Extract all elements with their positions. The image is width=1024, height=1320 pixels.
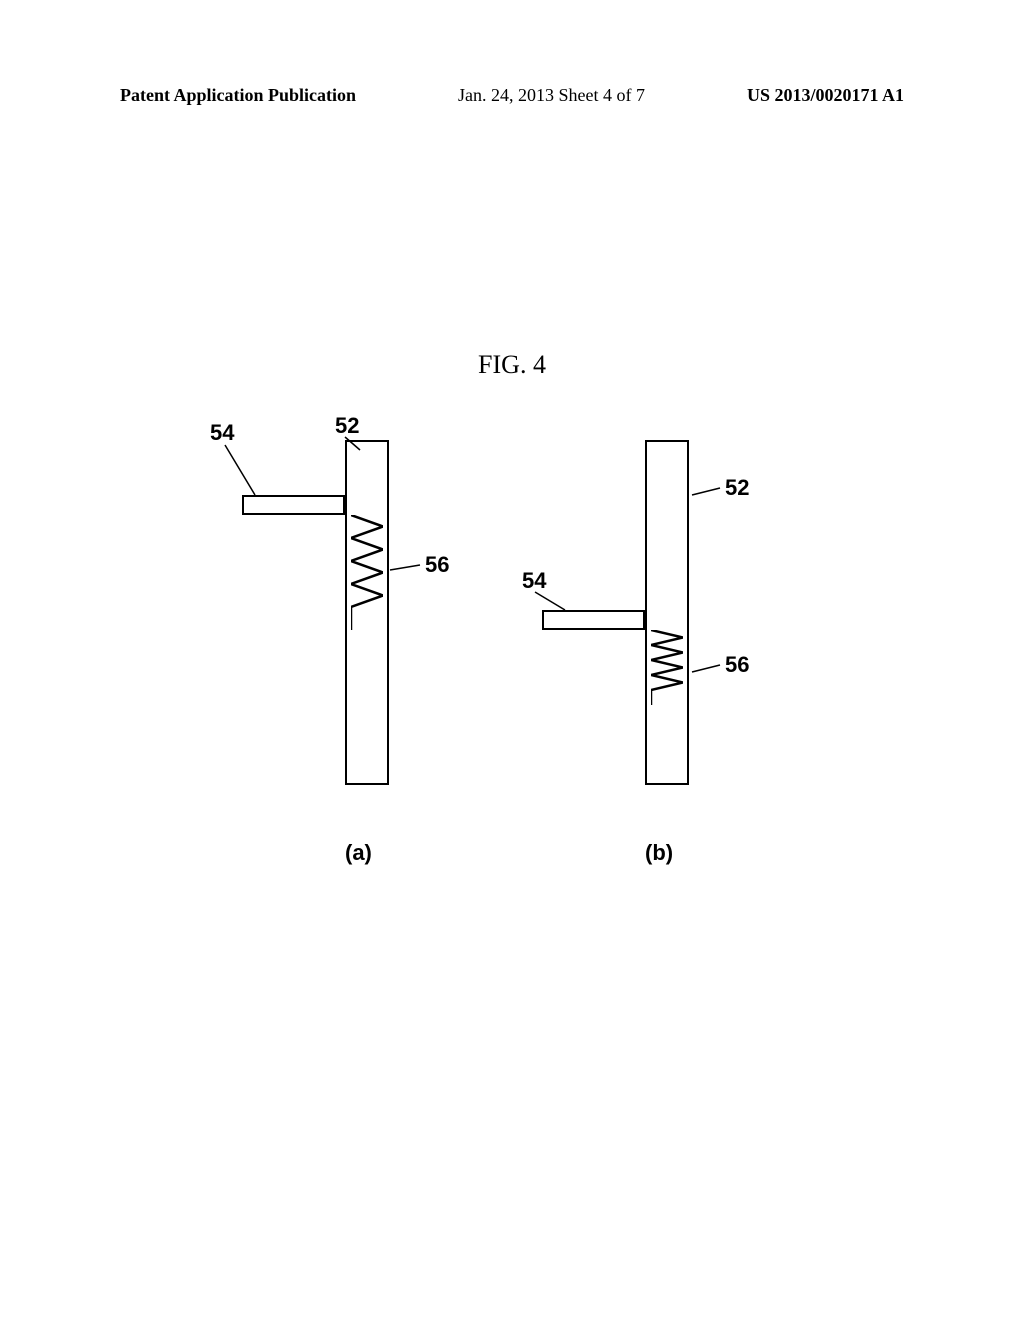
arm-rect-b [542, 610, 645, 630]
label-52-b: 52 [725, 475, 749, 501]
label-56-b: 56 [725, 652, 749, 678]
figure-title: FIG. 4 [478, 350, 546, 380]
body-rect-b [645, 440, 689, 785]
label-56-a: 56 [425, 552, 449, 578]
drawing-area: 52 54 56 (a) 52 54 56 (b) [0, 420, 1024, 940]
page-header: Patent Application Publication Jan. 24, … [0, 85, 1024, 106]
label-54-a: 54 [210, 420, 234, 446]
subfig-label-b: (b) [645, 840, 673, 866]
leader-56-b [570, 440, 571, 441]
leader-56-a [270, 440, 271, 441]
header-left: Patent Application Publication [120, 85, 356, 106]
label-54-b: 54 [522, 568, 546, 594]
arm-rect-a [242, 495, 345, 515]
subfig-label-a: (a) [345, 840, 372, 866]
spring-a [351, 515, 383, 630]
header-right: US 2013/0020171 A1 [747, 85, 904, 106]
spring-b [651, 630, 683, 705]
label-52-a: 52 [335, 413, 359, 439]
header-center: Jan. 24, 2013 Sheet 4 of 7 [458, 85, 645, 106]
